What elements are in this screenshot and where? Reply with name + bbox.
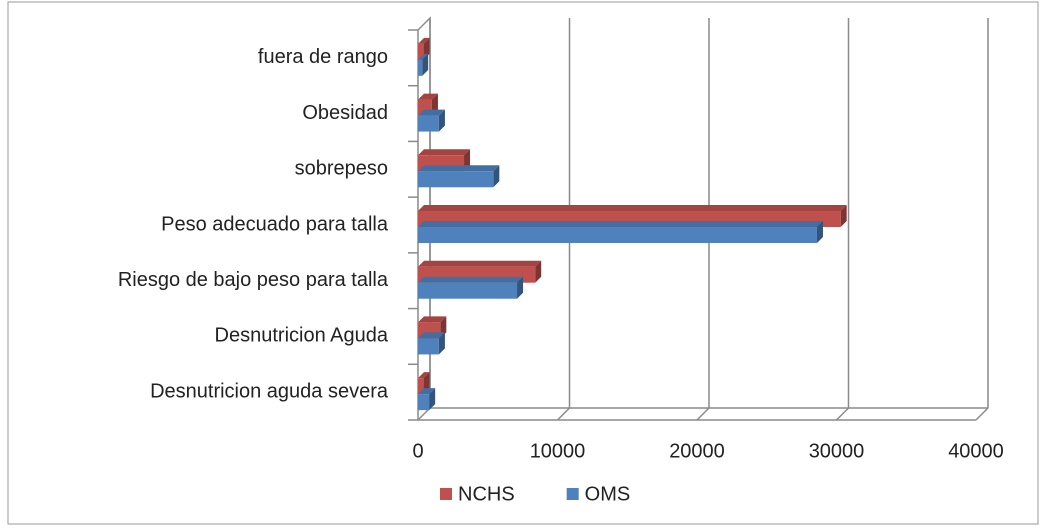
x-tick-label: 20000	[669, 440, 725, 462]
bar	[418, 378, 424, 395]
bar-top	[418, 53, 429, 60]
bar-top	[418, 388, 436, 395]
x-tick-label: 30000	[809, 440, 865, 462]
bar	[418, 227, 817, 243]
y-tick-label: Desnutricion aguda severa	[150, 380, 389, 402]
y-tick-label: Obesidad	[302, 102, 388, 124]
grid-floor	[975, 407, 989, 421]
grid-floor	[696, 407, 710, 421]
bar	[418, 115, 439, 132]
bar	[418, 43, 424, 60]
y-tick-label: Riesgo de bajo peso para talla	[118, 269, 389, 291]
legend-label: OMS	[585, 483, 631, 505]
bar-top	[418, 276, 524, 283]
bar-side	[438, 109, 445, 132]
bar-side	[517, 276, 524, 299]
bar	[418, 338, 439, 355]
y-tick-label: fuera de rango	[258, 46, 388, 68]
bar	[418, 282, 518, 299]
bar-side	[840, 205, 847, 227]
x-tick-label: 40000	[948, 440, 1004, 462]
bar-side	[493, 165, 500, 188]
grid-floor	[835, 407, 850, 421]
bar-top	[418, 260, 542, 267]
bar-top	[418, 316, 447, 323]
bar-top	[418, 221, 823, 227]
legend-swatch	[566, 488, 579, 500]
bar-top	[418, 165, 500, 172]
bar	[418, 59, 423, 76]
bar-side	[422, 53, 429, 76]
bar-top	[418, 109, 445, 116]
bar	[418, 171, 494, 188]
y-tick-label: sobrepeso	[295, 158, 388, 180]
legend-label: NCHS	[458, 483, 515, 505]
bar-top	[418, 372, 430, 379]
x-tick-label: 10000	[530, 440, 586, 462]
grid-floor	[556, 407, 571, 421]
bar-top	[418, 93, 438, 100]
legend-swatch	[440, 488, 452, 500]
bar-top	[418, 37, 430, 44]
bar-top	[418, 149, 471, 156]
bar-side	[816, 221, 823, 243]
x-tick-label: 0	[412, 440, 423, 462]
bar-side	[429, 388, 436, 411]
bar-side	[438, 332, 445, 355]
y-tick-label: Peso adecuado para talla	[161, 213, 389, 235]
frame	[7, 1, 1039, 525]
y-tick-label: Desnutricion Aguda	[215, 325, 389, 347]
bar	[418, 394, 430, 411]
bar-side	[535, 260, 542, 283]
bar-top	[418, 332, 445, 339]
bar-top	[418, 205, 847, 211]
